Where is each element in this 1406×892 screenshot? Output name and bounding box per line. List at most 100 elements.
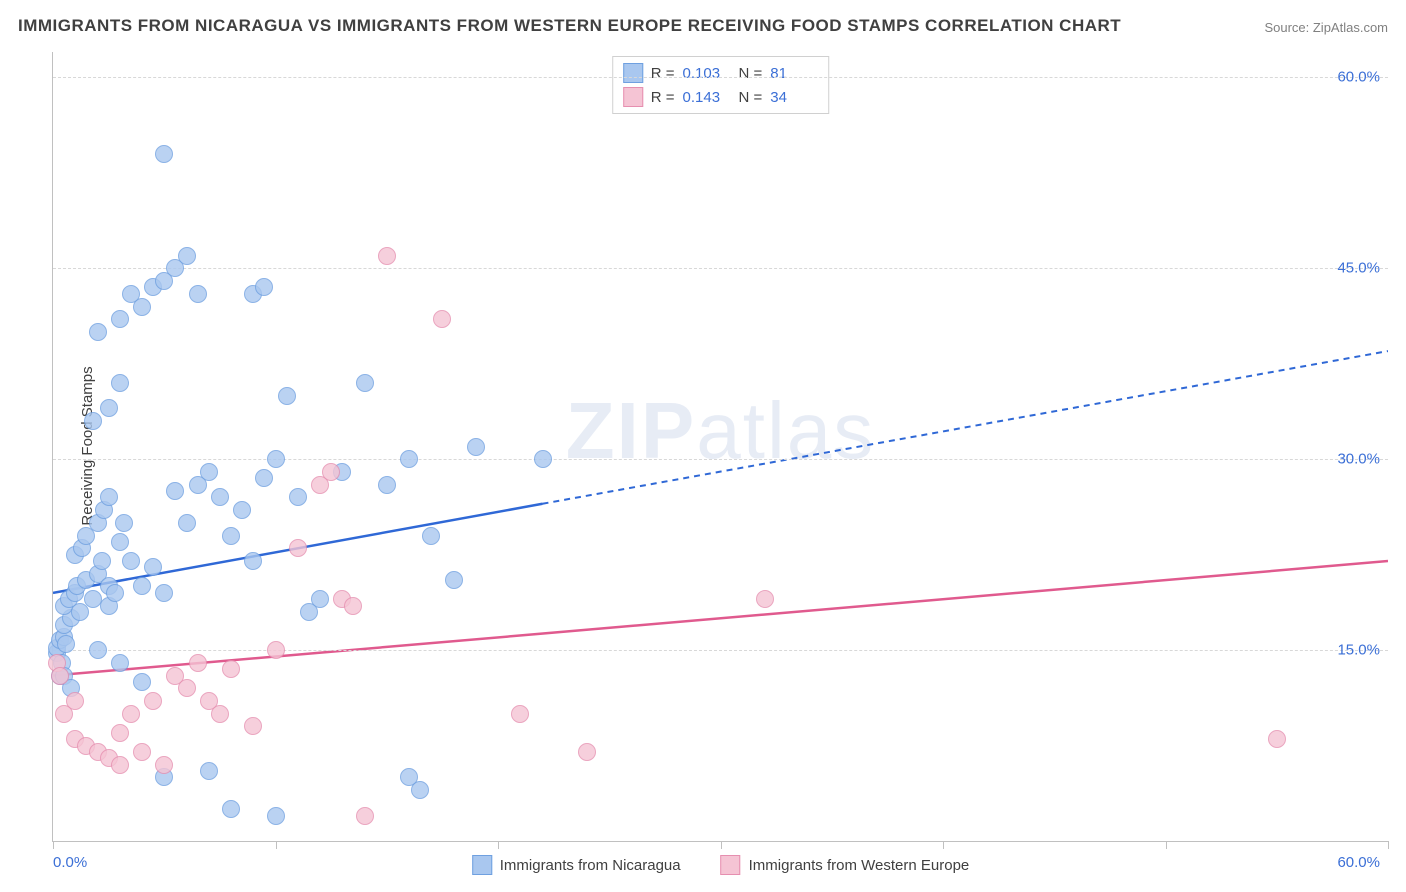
scatter-point (233, 501, 251, 519)
scatter-point (211, 488, 229, 506)
scatter-point (244, 552, 262, 570)
x-tick-mark (53, 841, 54, 849)
scatter-point (200, 762, 218, 780)
scatter-point (255, 469, 273, 487)
x-axis-max-label: 60.0% (1337, 854, 1380, 871)
chart-title: IMMIGRANTS FROM NICARAGUA VS IMMIGRANTS … (18, 16, 1121, 36)
scatter-point (433, 310, 451, 328)
stat-label-n: N = (739, 89, 763, 106)
scatter-point (289, 539, 307, 557)
legend-label-2: Immigrants from Western Europe (749, 857, 970, 874)
scatter-point (267, 807, 285, 825)
scatter-point (133, 673, 151, 691)
x-axis-min-label: 0.0% (53, 854, 87, 871)
trend-line (53, 561, 1388, 676)
scatter-point (411, 781, 429, 799)
x-tick-mark (498, 841, 499, 849)
scatter-point (111, 654, 129, 672)
scatter-point (189, 285, 207, 303)
scatter-point (89, 641, 107, 659)
grid-line (53, 459, 1388, 460)
scatter-point (534, 450, 552, 468)
scatter-point (267, 450, 285, 468)
scatter-point (511, 705, 529, 723)
scatter-point (111, 310, 129, 328)
scatter-point (100, 399, 118, 417)
scatter-point (178, 514, 196, 532)
scatter-point (200, 463, 218, 481)
x-tick-mark (721, 841, 722, 849)
scatter-point (222, 800, 240, 818)
scatter-point (1268, 730, 1286, 748)
stat-label-n: N = (739, 65, 763, 82)
legend-stats: R = 0.103 N = 81 R = 0.143 N = 34 (612, 56, 830, 114)
scatter-point (84, 412, 102, 430)
legend-stats-row-2: R = 0.143 N = 34 (623, 85, 819, 109)
scatter-point (344, 597, 362, 615)
swatch-series-1 (623, 63, 643, 83)
x-tick-mark (276, 841, 277, 849)
scatter-point (93, 552, 111, 570)
scatter-point (133, 743, 151, 761)
source-attribution: Source: ZipAtlas.com (1264, 20, 1388, 35)
scatter-point (222, 527, 240, 545)
scatter-point (166, 482, 184, 500)
scatter-point (222, 660, 240, 678)
stat-value-r-1: 0.103 (683, 65, 731, 82)
scatter-point (155, 145, 173, 163)
scatter-point (211, 705, 229, 723)
scatter-point (378, 476, 396, 494)
y-tick-label: 30.0% (1337, 451, 1380, 468)
x-tick-mark (1388, 841, 1389, 849)
scatter-point (66, 692, 84, 710)
scatter-point (155, 584, 173, 602)
swatch-series-2 (721, 855, 741, 875)
stat-value-n-1: 81 (770, 65, 818, 82)
scatter-point (189, 654, 207, 672)
stat-label-r: R = (651, 89, 675, 106)
scatter-point (244, 717, 262, 735)
y-tick-label: 45.0% (1337, 260, 1380, 277)
scatter-point (122, 285, 140, 303)
scatter-point (311, 590, 329, 608)
scatter-point (115, 514, 133, 532)
swatch-series-2 (623, 87, 643, 107)
scatter-point (178, 679, 196, 697)
stat-label-r: R = (651, 65, 675, 82)
scatter-point (57, 635, 75, 653)
x-tick-mark (1166, 841, 1167, 849)
scatter-point (255, 278, 273, 296)
scatter-point (356, 374, 374, 392)
scatter-point (111, 756, 129, 774)
scatter-point (467, 438, 485, 456)
scatter-point (51, 667, 69, 685)
y-tick-label: 60.0% (1337, 69, 1380, 86)
scatter-point (322, 463, 340, 481)
grid-line (53, 77, 1388, 78)
scatter-point (106, 584, 124, 602)
swatch-series-1 (472, 855, 492, 875)
x-tick-mark (943, 841, 944, 849)
y-tick-label: 15.0% (1337, 642, 1380, 659)
scatter-point (356, 807, 374, 825)
trend-line-extrapolated (543, 351, 1389, 504)
scatter-point (89, 323, 107, 341)
scatter-point (133, 577, 151, 595)
scatter-point (155, 756, 173, 774)
legend-item-2: Immigrants from Western Europe (721, 855, 970, 875)
watermark: ZIPatlas (566, 385, 875, 477)
scatter-point (122, 705, 140, 723)
legend-series: Immigrants from Nicaragua Immigrants fro… (472, 855, 970, 875)
scatter-point (267, 641, 285, 659)
scatter-point (289, 488, 307, 506)
scatter-point (178, 247, 196, 265)
scatter-point (445, 571, 463, 589)
scatter-point (144, 558, 162, 576)
scatter-point (756, 590, 774, 608)
scatter-point (578, 743, 596, 761)
scatter-point (400, 450, 418, 468)
scatter-point (111, 533, 129, 551)
scatter-point (111, 374, 129, 392)
grid-line (53, 268, 1388, 269)
stat-value-r-2: 0.143 (683, 89, 731, 106)
